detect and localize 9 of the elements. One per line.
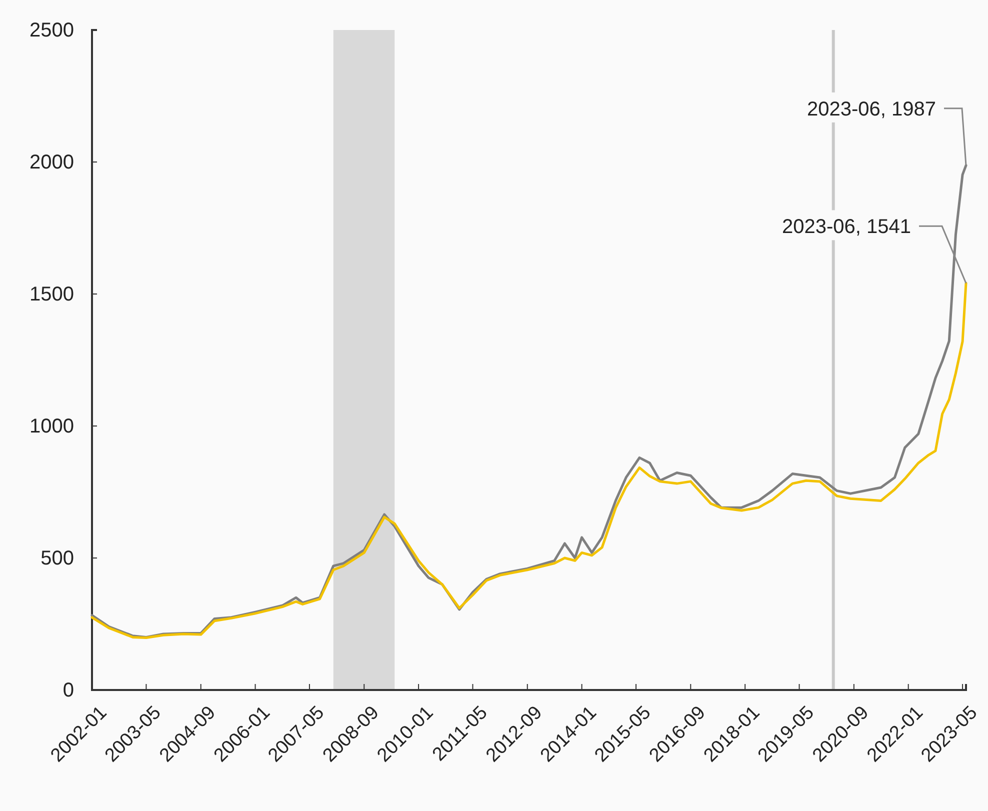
y-tick-label: 1500 <box>30 283 74 306</box>
annotation: 2023-06, 1541 <box>782 216 911 238</box>
y-tick-label: 2500 <box>30 19 74 42</box>
line-series <box>90 282 968 639</box>
y-tick-label: 0 <box>62 679 74 702</box>
y-tick-label: 1000 <box>30 415 74 438</box>
y-tick-label: 500 <box>40 547 74 570</box>
y-tick-label: 2000 <box>30 151 74 174</box>
annotation: 2023-06, 1987 <box>806 98 936 120</box>
